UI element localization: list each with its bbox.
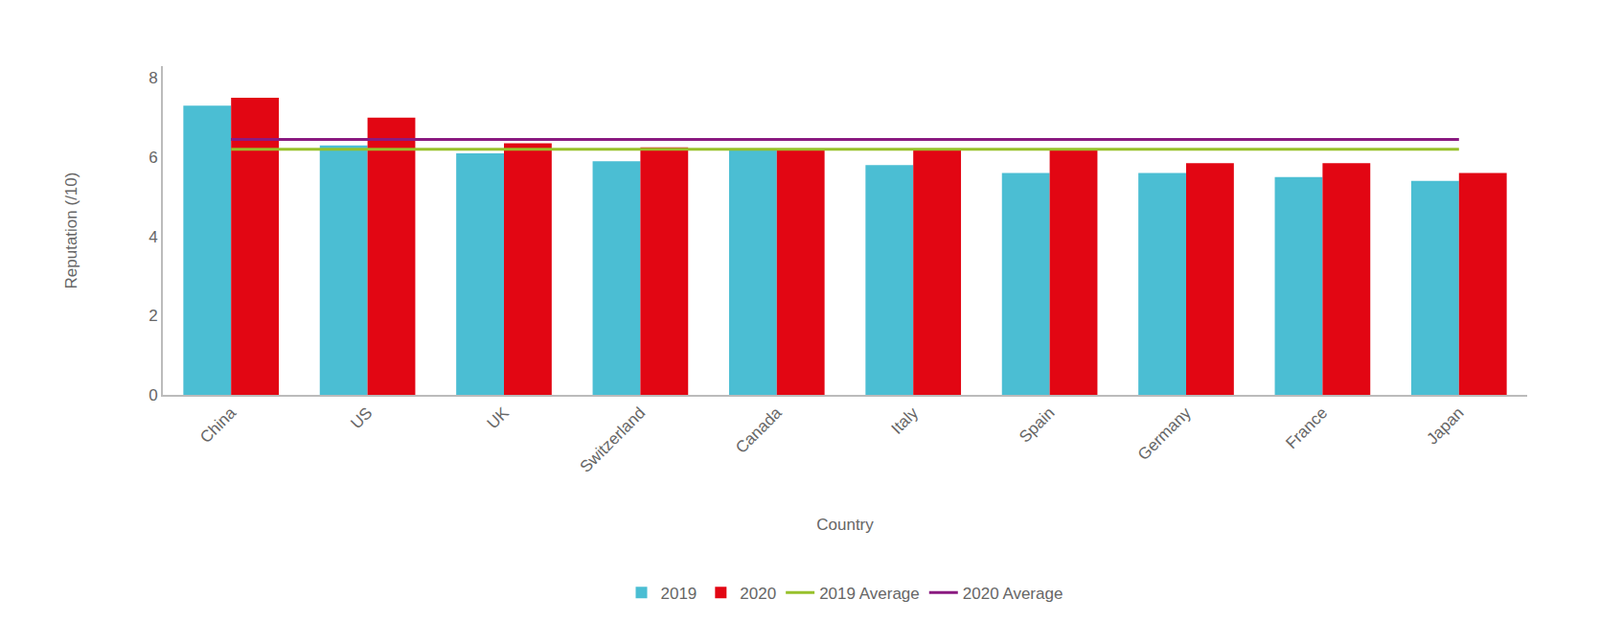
svg-text:Reputation (/10): Reputation (/10)	[62, 172, 81, 290]
svg-text:Country: Country	[816, 515, 874, 534]
svg-text:Japan: Japan	[1422, 403, 1467, 448]
svg-text:0: 0	[148, 386, 158, 405]
svg-text:Switzerland: Switzerland	[576, 403, 650, 477]
svg-text:2020: 2020	[739, 584, 777, 603]
svg-text:2: 2	[148, 306, 158, 325]
svg-text:France: France	[1281, 403, 1331, 453]
svg-text:2019: 2019	[661, 584, 698, 603]
svg-text:6: 6	[148, 148, 158, 167]
svg-text:2019 Average: 2019 Average	[819, 584, 920, 603]
svg-text:Germany: Germany	[1134, 403, 1195, 464]
svg-text:US: US	[346, 403, 376, 433]
svg-text:Spain: Spain	[1015, 403, 1058, 446]
svg-text:Canada: Canada	[731, 403, 786, 458]
svg-text:2020 Average: 2020 Average	[962, 584, 1064, 603]
svg-text:China: China	[196, 403, 240, 447]
svg-text:UK: UK	[483, 403, 514, 434]
svg-text:Italy: Italy	[888, 403, 923, 438]
svg-text:8: 8	[148, 68, 158, 88]
svg-text:4: 4	[148, 228, 158, 247]
